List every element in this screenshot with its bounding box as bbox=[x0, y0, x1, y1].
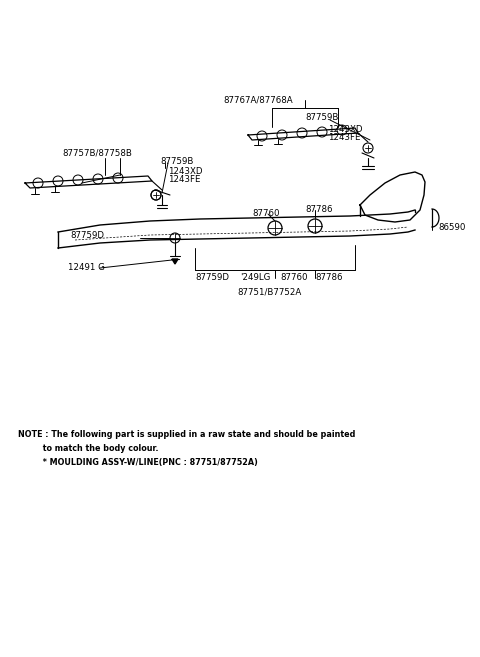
Text: 87757B/87758B: 87757B/87758B bbox=[62, 148, 132, 158]
Text: 87786: 87786 bbox=[315, 273, 343, 283]
Text: to match the body colour.: to match the body colour. bbox=[18, 444, 158, 453]
Polygon shape bbox=[172, 259, 178, 264]
Text: 1243FE: 1243FE bbox=[168, 175, 201, 185]
Text: 1243FE: 1243FE bbox=[328, 133, 360, 143]
Text: '249LG: '249LG bbox=[240, 273, 270, 283]
Text: 1243XD: 1243XD bbox=[328, 125, 362, 135]
Text: 87786: 87786 bbox=[305, 206, 333, 214]
Text: 87759B: 87759B bbox=[305, 114, 338, 122]
Text: 1243XD: 1243XD bbox=[168, 168, 203, 177]
Text: 12491 G: 12491 G bbox=[68, 263, 105, 273]
Text: NOTE : The following part is supplied in a raw state and should be painted: NOTE : The following part is supplied in… bbox=[18, 430, 355, 439]
Text: 87767A/87768A: 87767A/87768A bbox=[223, 95, 293, 104]
Text: * MOULDING ASSY-W/LINE(PNC : 87751/87752A): * MOULDING ASSY-W/LINE(PNC : 87751/87752… bbox=[18, 458, 258, 467]
Text: 87751/B7752A: 87751/B7752A bbox=[238, 288, 302, 296]
Text: 87760: 87760 bbox=[280, 273, 308, 283]
Text: 87759B: 87759B bbox=[160, 158, 193, 166]
Text: 87759D: 87759D bbox=[195, 273, 229, 283]
Text: 87760: 87760 bbox=[252, 208, 279, 217]
Text: 87759D: 87759D bbox=[70, 231, 104, 240]
Circle shape bbox=[151, 190, 161, 200]
Text: 86590: 86590 bbox=[438, 223, 466, 233]
